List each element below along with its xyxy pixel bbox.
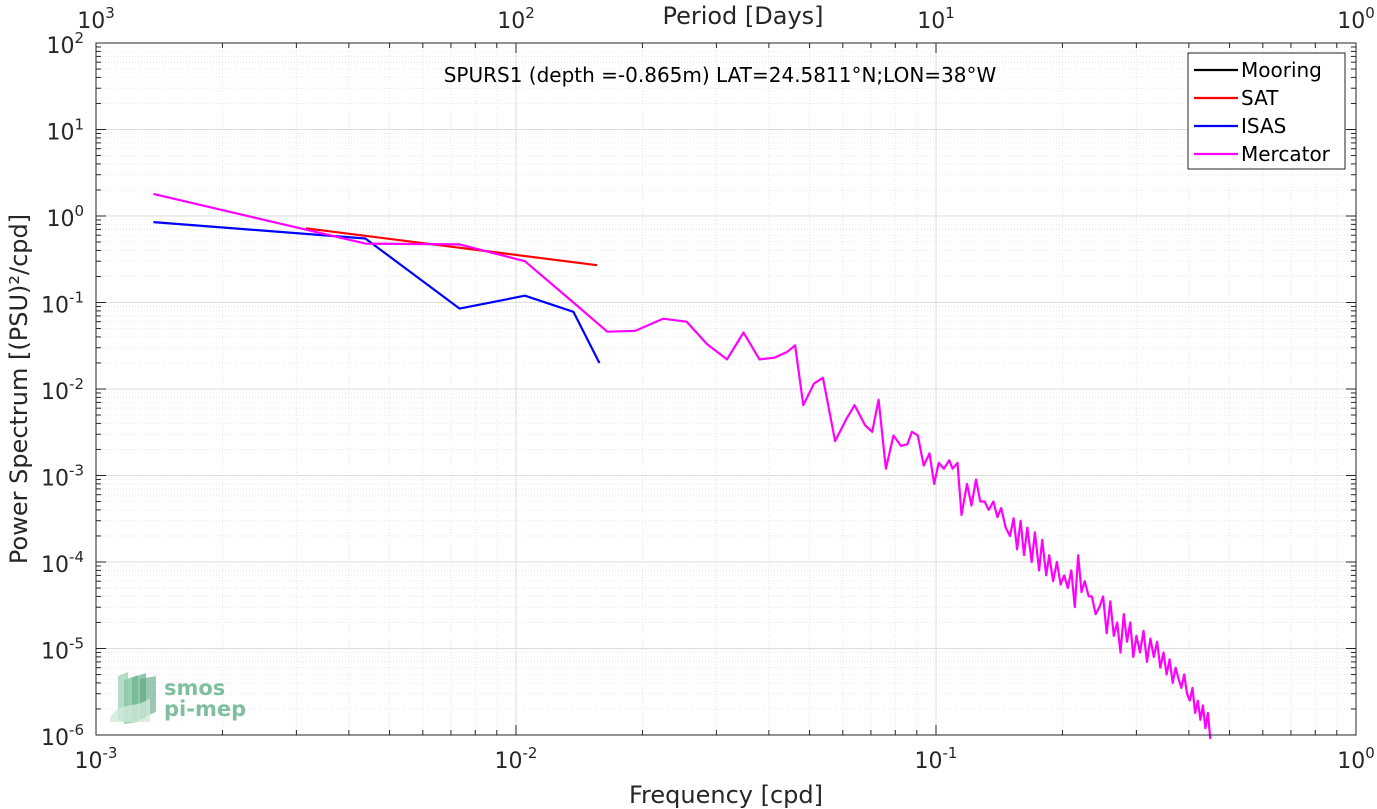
legend-box <box>1187 52 1346 170</box>
y-tick-label: 10-6 <box>41 721 84 751</box>
x-tick-labels: 10-3 10-2 10-1 100 <box>75 744 1375 774</box>
legend-items: Mooring SAT ISAS Mercator <box>1194 58 1331 166</box>
series-line-mercator <box>153 192 1212 740</box>
top-tick-label: 102 <box>497 4 535 34</box>
series-layer <box>153 192 1212 740</box>
y-tick-label: 10-5 <box>41 635 84 665</box>
series-line-sat <box>305 227 598 267</box>
y-tick-label: 10-2 <box>41 375 84 405</box>
y-tick-label: 10-1 <box>41 289 84 319</box>
smos-pi-mep-logo: smos pi-mep <box>110 672 246 724</box>
top-tick-label: 100 <box>1337 4 1375 34</box>
x-axis-title: Frequency [cpd] <box>629 781 823 809</box>
x-tick-label: 10-1 <box>915 744 958 774</box>
legend-label-sat: SAT <box>1241 86 1279 110</box>
y-tick-label: 102 <box>46 29 84 59</box>
y-tick-label: 10-4 <box>41 548 84 578</box>
legend-label-isas: ISAS <box>1241 114 1286 138</box>
top-tick-labels: 103 102 101 100 <box>77 4 1375 34</box>
top-axis-title: Period [Days] <box>662 2 823 30</box>
y-tick-label: 10-3 <box>41 462 84 492</box>
tick-marks <box>95 42 1357 736</box>
legend-label-mooring: Mooring <box>1241 58 1322 82</box>
legend-label-mercator: Mercator <box>1241 142 1331 166</box>
x-tick-label: 100 <box>1337 744 1375 774</box>
legend: Mooring SAT ISAS Mercator <box>1187 52 1346 170</box>
chart-title: SPURS1 (depth =-0.865m) LAT=24.5811°N;LO… <box>444 63 997 87</box>
top-tick-label: 101 <box>917 4 955 34</box>
x-tick-label: 10-3 <box>75 744 118 774</box>
logo-text-smos: smos <box>164 676 225 700</box>
top-tick-label: 103 <box>77 4 115 34</box>
y-tick-label: 101 <box>46 116 84 146</box>
logo-text-pimep: pi-mep <box>164 697 246 721</box>
y-tick-label: 100 <box>46 202 84 232</box>
y-tick-labels: 10-6 10-5 10-4 10-3 10-2 10-1 100 101 102 <box>41 29 84 751</box>
y-axis-title: Power Spectrum [(PSU)²/cpd] <box>5 214 33 564</box>
x-tick-label: 10-2 <box>495 744 538 774</box>
